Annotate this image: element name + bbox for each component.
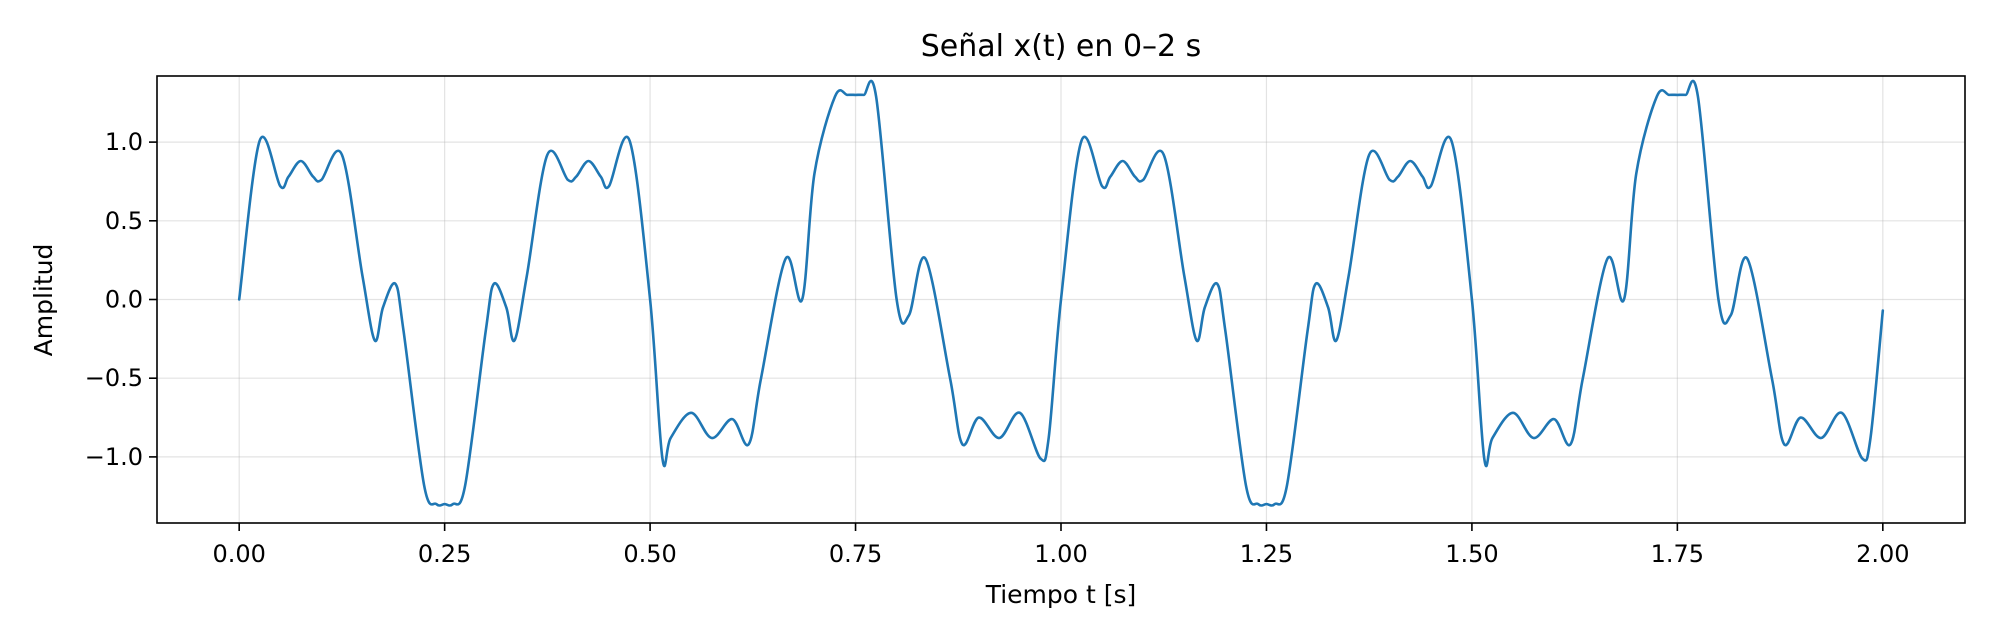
x-axis: 0.00 0.25 0.50 0.75 1.00 1.25 1.50 1.75 2.00 xyxy=(212,523,1910,568)
chart-title: Señal x(t) en 0–2 s xyxy=(921,29,1202,64)
y-tick-label: 0.5 xyxy=(105,207,143,235)
y-tick-label: 1.0 xyxy=(105,128,143,156)
y-tick-label: −1.0 xyxy=(85,443,143,471)
x-axis-label: Tiempo t [s] xyxy=(985,580,1137,609)
x-tick-label: 0.00 xyxy=(212,540,265,568)
y-tick-label: −0.5 xyxy=(85,364,143,392)
signal-line xyxy=(237,79,1885,507)
x-tick-label: 1.50 xyxy=(1445,540,1498,568)
y-tick-label: 0.0 xyxy=(105,286,143,314)
y-axis-label: Amplitud xyxy=(29,244,58,357)
x-tick-label: 1.75 xyxy=(1651,540,1704,568)
y-axis: −1.0 −0.5 0.0 0.5 1.0 xyxy=(85,128,157,471)
x-tick-label: 1.25 xyxy=(1240,540,1293,568)
x-tick-label: 0.50 xyxy=(623,540,676,568)
x-tick-label: 0.25 xyxy=(418,540,471,568)
grid xyxy=(157,76,1965,523)
x-tick-label: 2.00 xyxy=(1856,540,1909,568)
x-tick-label: 0.75 xyxy=(829,540,882,568)
series-layer xyxy=(237,79,1885,507)
x-tick-label: 1.00 xyxy=(1034,540,1087,568)
